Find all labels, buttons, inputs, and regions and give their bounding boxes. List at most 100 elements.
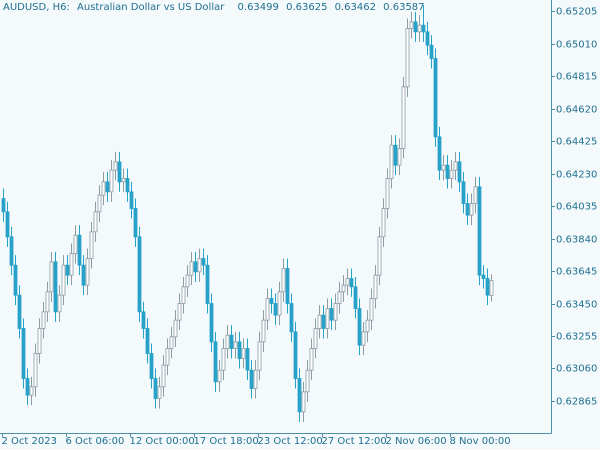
candle-body-up [281,268,286,293]
candle-body-down [245,348,250,371]
candle-body-up [409,21,414,29]
candle-body-up [333,303,338,321]
x-tick-label: 17 Oct 18:00 [194,436,259,447]
candle-body-up [73,234,78,254]
candle-body-up [313,328,318,349]
candle-body-up [217,369,222,383]
candle-body-down [249,369,254,389]
candle-body-up [301,391,306,413]
last-close: 0.63587 [383,2,425,13]
candle-body-up [185,274,190,288]
candle-body-up [61,264,66,296]
candle-body-down [205,264,210,304]
candle-body-up [225,334,230,349]
candle-body-up [29,386,34,396]
candle-body-down [149,353,154,379]
candle-body-up [385,178,390,209]
candle-body-up [377,236,382,276]
candle-body-up [93,211,98,233]
candle-body-down [433,58,438,138]
candle-body-down [129,191,134,209]
candle-body-down [133,208,138,238]
candle-body-up [89,231,94,259]
x-tick-label: 12 Oct 00:00 [130,436,195,447]
candle-body-down [13,264,18,296]
candle-body-up [101,181,106,196]
candle-body-down [213,341,218,383]
candle-body-up [473,186,478,204]
candle-body-up [177,303,182,321]
candle-body-down [65,264,70,276]
candle-body-up [369,298,374,321]
candle-body-down [193,261,198,273]
x-tick-label: 23 Oct 12:00 [258,436,323,447]
y-tick-label: 0.64230 [556,170,597,181]
candle-body-up [417,24,422,33]
symbol: AUDUSD, H6: [3,2,70,13]
candle-body-up [49,261,54,293]
y-tick-label: 0.65010 [556,40,597,51]
chart-header: AUDUSD, H6: Australian Dollar vs US Doll… [3,2,429,13]
candle-body-up [181,286,186,304]
x-tick-label: 2 Oct 2023 [2,436,57,447]
candle-body-down [273,303,278,316]
candle-body-down [297,378,302,413]
y-tick-label: 0.64035 [556,202,597,213]
candle-body-up [277,291,282,316]
candle-body-up [265,298,270,321]
candle-body-up [397,148,402,166]
last-open: 0.63499 [237,2,279,13]
candle-body-down [17,294,22,329]
y-tick-label: 0.63840 [556,235,597,246]
candle-body-up [489,280,494,296]
candle-body-up [57,294,62,313]
symbol-description: Australian Dollar vs US Dollar [77,2,225,13]
candle-body-up [157,386,162,399]
y-tick-label: 0.63450 [556,300,597,311]
candle-body-down [481,274,486,279]
candle-body-up [317,314,322,329]
y-tick-label: 0.65205 [556,7,597,18]
candle-body-down [437,136,442,171]
candle-body-up [309,348,314,371]
candle-body-down [237,341,242,359]
candle-body-down [329,308,334,321]
candle-body-down [153,378,158,399]
candle-body-up [109,169,114,193]
candle-body-up [173,319,178,338]
y-tick-label: 0.63255 [556,332,597,343]
candle-body-up [169,336,174,349]
candle-body-down [425,31,430,46]
candle-body-down [77,234,82,266]
candle-body-up [161,364,166,388]
candle-body-up [189,261,194,276]
candle-body-down [141,311,146,329]
y-tick-label: 0.63645 [556,267,597,278]
candle-body-up [33,353,38,388]
candle-body-down [105,181,110,193]
candle-body-up [221,348,226,371]
candle-body-down [457,161,462,183]
candle-body-down [269,298,274,304]
last-high: 0.63625 [286,2,328,13]
candle-body-up [197,258,202,273]
candle-body-down [201,258,206,266]
candle-body-up [389,144,394,179]
x-tick-label: 27 Oct 12:00 [322,436,387,447]
candle-body-up [305,369,310,393]
candle-body-up [113,161,118,171]
candle-body-up [41,311,46,329]
candle-body-down [289,303,294,333]
candle-body-up [453,161,458,171]
candle-body-down [349,278,354,288]
candle-body-down [421,24,426,33]
candle-body-down [353,286,358,309]
y-tick-label: 0.64815 [556,72,597,83]
x-tick-label: 8 Nov 00:00 [450,436,511,447]
candle-body-up [241,348,246,359]
candle-body-down [137,236,142,313]
candle-body-up [345,278,350,286]
candle-body-up [257,341,262,371]
candle-body-up [325,308,330,329]
